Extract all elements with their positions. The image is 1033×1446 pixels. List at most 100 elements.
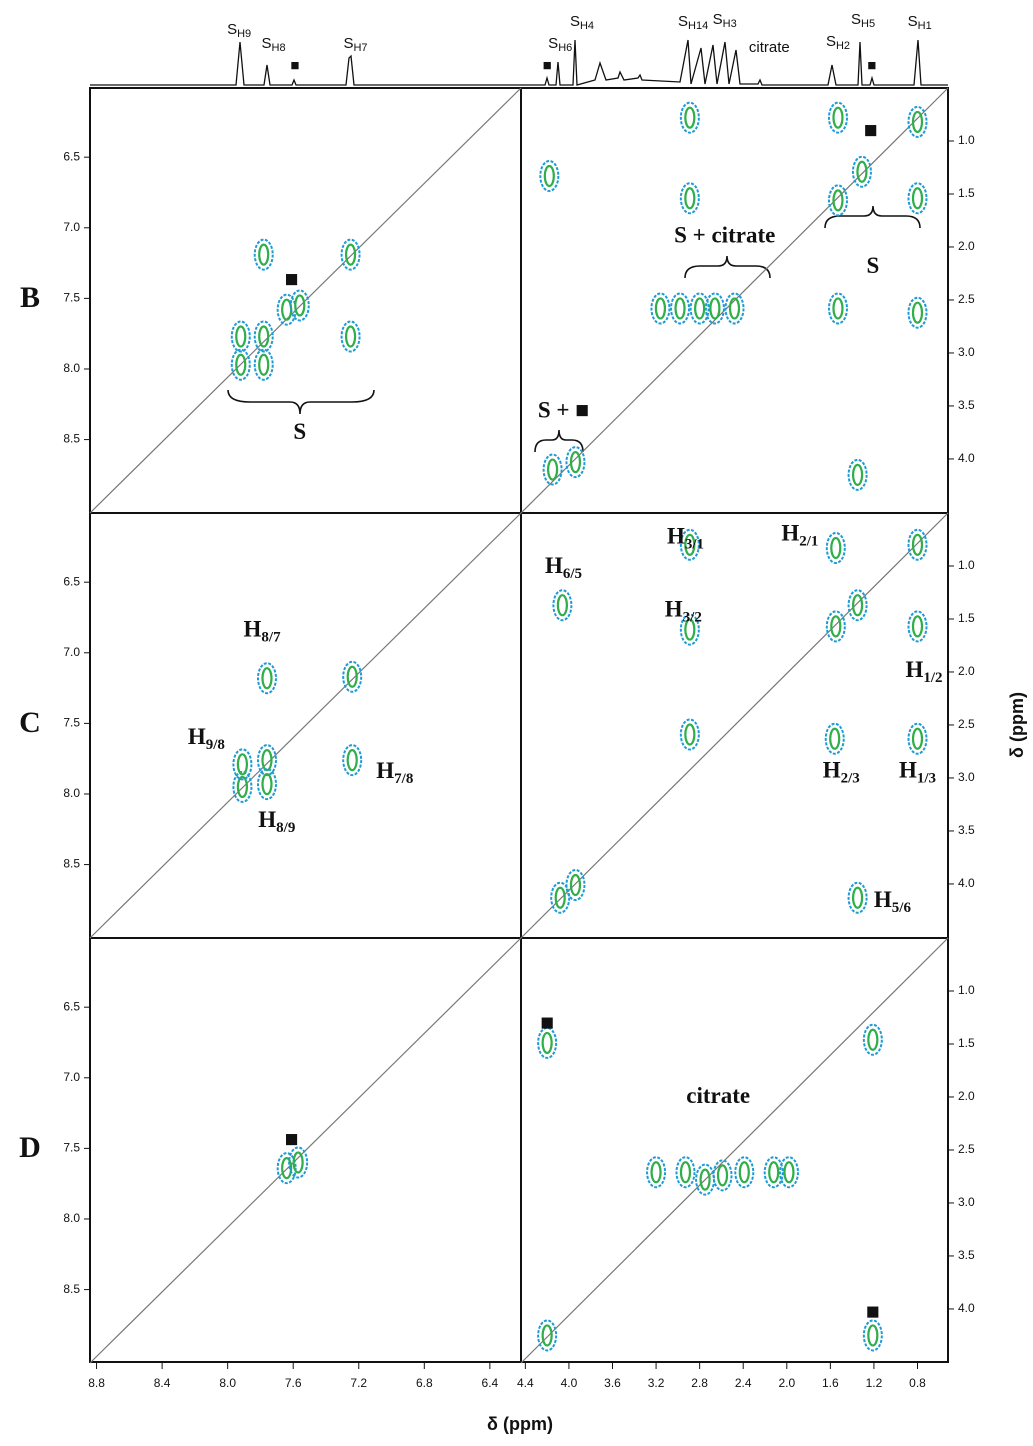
- peak-label: SH2: [826, 33, 850, 52]
- y-tick-label: 1.5: [958, 1036, 975, 1050]
- row-label: D: [19, 1131, 41, 1164]
- cross-peak-core: [346, 748, 358, 772]
- cross-peak: [825, 531, 846, 564]
- cross-peak-core: [556, 594, 568, 617]
- cross-peak-core: [258, 243, 270, 266]
- peak-label: SH1: [908, 13, 932, 32]
- y-tick-label: 1.5: [958, 186, 975, 200]
- cross-peak: [862, 1023, 883, 1056]
- cross-peak-core: [674, 297, 686, 320]
- cross-peak-core: [830, 615, 842, 638]
- cross-peak-core: [236, 753, 249, 776]
- peak-label-text: S: [343, 35, 353, 52]
- y-tick-label: 4.0: [958, 451, 975, 465]
- annotation: H8/9: [258, 808, 295, 837]
- peak-label: ■: [290, 57, 299, 74]
- y-tick-label: 7.0: [63, 220, 80, 234]
- cross-peak-core: [541, 1324, 553, 1347]
- cross-peak: [539, 159, 560, 192]
- cross-peak: [565, 446, 586, 479]
- annotation-sub: 2/1: [799, 534, 818, 550]
- diagonal: [89, 87, 522, 514]
- annotation-text: ■: [540, 1010, 554, 1035]
- annotation-text: citrate: [686, 1083, 750, 1108]
- x-tick-label: 4.4: [517, 1376, 534, 1390]
- y-tick-label: 8.0: [63, 361, 80, 375]
- cross-peak-core: [684, 187, 696, 210]
- peak-label: ■: [543, 57, 552, 74]
- peak-label: SH4: [570, 13, 594, 32]
- peak-label-text: ■: [543, 57, 552, 74]
- row-label: B: [20, 281, 40, 314]
- cross-peak-core: [258, 353, 270, 376]
- cross-peak: [675, 1156, 696, 1189]
- annotation-text: H: [823, 758, 841, 783]
- peak-label-text: citrate: [749, 39, 790, 56]
- peak-label-text: ■: [867, 57, 876, 74]
- x-tick-label: 8.8: [88, 1376, 105, 1390]
- peak-label-text: S: [548, 35, 558, 52]
- cross-peak: [825, 610, 846, 643]
- spectrum-1d: [90, 39, 948, 86]
- cross-peak-core: [679, 1161, 692, 1184]
- annotation-text: ■: [866, 1300, 880, 1325]
- diagonal: [520, 87, 949, 514]
- peak-label-text: S: [826, 33, 836, 50]
- cross-peak: [827, 101, 848, 134]
- cross-peak-core: [911, 533, 924, 556]
- cross-peak: [253, 238, 274, 271]
- annotation: ■: [866, 1300, 880, 1325]
- y-tick-label: 3.0: [958, 1195, 975, 1209]
- annotation-text: H: [781, 521, 799, 546]
- cross-peak: [646, 1156, 667, 1189]
- x-tick-label: 6.8: [416, 1376, 433, 1390]
- y-tick-label: 7.0: [63, 645, 80, 659]
- diagonal: [89, 937, 522, 1364]
- peak-label-sub: H5: [861, 18, 875, 30]
- cross-peak-core: [856, 160, 868, 183]
- cross-peak: [907, 296, 928, 329]
- cross-peak: [734, 1156, 755, 1189]
- annotation: H7/8: [376, 758, 413, 787]
- cross-peak: [230, 320, 251, 353]
- y-tick-label: 4.0: [958, 876, 975, 890]
- x-tick-label: 1.2: [866, 1376, 883, 1390]
- cross-peak: [537, 1026, 558, 1059]
- annotation: S + ■: [538, 398, 589, 423]
- peak-label-sub: H2: [836, 40, 850, 52]
- cross-peak-core: [768, 1161, 780, 1184]
- annotation-text: S: [866, 253, 879, 278]
- annotation: H8/7: [244, 617, 282, 646]
- cross-peak: [679, 182, 700, 215]
- peak-label: SH6: [548, 35, 572, 54]
- peak-label-text: S: [851, 11, 861, 28]
- cross-peak-core: [911, 187, 924, 210]
- annotation-text: H: [188, 724, 206, 749]
- y-tick-label: 7.0: [63, 1070, 80, 1084]
- cross-peak: [907, 610, 928, 643]
- y-tick-label: 7.5: [63, 716, 80, 730]
- cross-peak-core: [851, 886, 864, 909]
- cross-peak: [679, 101, 700, 134]
- cross-peak-core: [684, 533, 696, 556]
- annotation-text: H: [874, 887, 892, 912]
- annotation: ■: [285, 1127, 299, 1152]
- cross-peak: [256, 662, 277, 695]
- annotation: ■: [540, 1010, 554, 1035]
- peak-label: SH9: [227, 21, 251, 40]
- annotation-text: H: [906, 657, 924, 682]
- cross-peak: [827, 292, 848, 325]
- peak-label-sub: H7: [353, 42, 367, 54]
- cross-peak-core: [830, 536, 842, 560]
- annotation-text: S + citrate: [674, 223, 775, 248]
- cross-peak-core: [654, 297, 667, 320]
- y-tick-label: 2.0: [958, 239, 975, 253]
- cross-peak-core: [911, 110, 924, 134]
- annotation-text: S: [293, 419, 306, 444]
- y-tick-label: 3.5: [958, 1248, 975, 1262]
- peak-label: SH5: [851, 11, 875, 30]
- peak-label: SH3: [713, 11, 737, 30]
- annotation-sub: 7/8: [394, 771, 413, 787]
- cross-peak: [824, 722, 845, 755]
- y-tick-label: 2.5: [958, 1142, 975, 1156]
